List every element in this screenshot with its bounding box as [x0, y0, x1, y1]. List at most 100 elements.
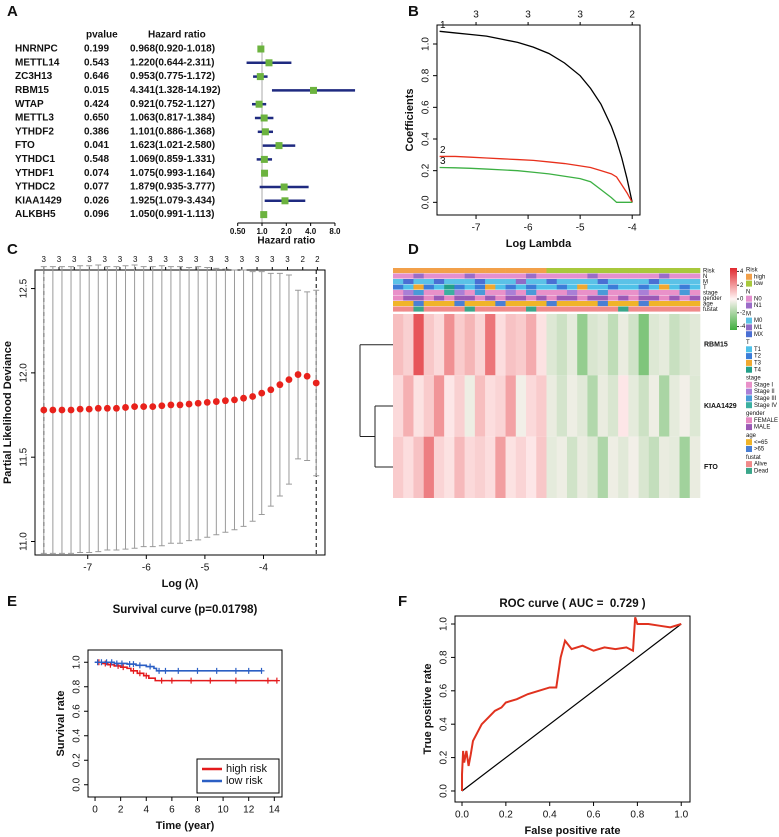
censor-mark	[258, 667, 265, 674]
annotation-cell	[526, 279, 537, 285]
pvalue-label: 0.077	[84, 182, 109, 193]
heat-cell	[495, 375, 506, 437]
x-tick-label: -5	[200, 563, 209, 574]
heat-cell	[536, 314, 547, 376]
annotation-cell	[587, 284, 598, 290]
point	[58, 406, 66, 414]
annotation-cell	[393, 290, 404, 296]
point	[258, 389, 266, 397]
censor-mark	[98, 659, 105, 666]
annotation-cell	[495, 273, 506, 279]
point	[49, 406, 57, 414]
annotation-cell	[659, 290, 670, 296]
annotation-cell	[413, 268, 424, 274]
heat-cell	[669, 436, 680, 498]
annotation-cell	[444, 306, 455, 312]
annotation-cell	[526, 284, 537, 290]
heat-cell	[566, 436, 578, 498]
colorbar-label: 2	[740, 283, 744, 289]
legend-swatch	[746, 388, 752, 395]
annotation-cell	[556, 284, 568, 290]
x-tick-label: 2	[118, 805, 124, 816]
heat-cell	[679, 375, 691, 437]
colorbar-label: 0	[740, 297, 744, 303]
heat-cell	[454, 314, 465, 376]
annotation-cell	[556, 295, 568, 301]
point	[122, 404, 129, 411]
annotation-cell	[536, 268, 547, 274]
point	[249, 393, 257, 400]
heat-cell	[433, 375, 445, 437]
annotation-cell	[587, 301, 598, 307]
pvalue-label: 0.026	[84, 195, 109, 206]
dendrogram	[359, 344, 393, 468]
annotation-cell	[423, 268, 435, 274]
annotation-cell	[638, 295, 650, 301]
legend-swatch	[746, 317, 752, 324]
annotation-cell	[566, 273, 578, 279]
annotation-cell	[679, 279, 691, 285]
heat-cell	[659, 436, 670, 498]
top-tick-label: 3	[285, 255, 290, 264]
annotation-cell	[444, 295, 455, 301]
y-tick-label: 0.0	[439, 784, 450, 798]
annotation-cell	[433, 279, 445, 285]
hr-marker	[255, 100, 263, 108]
gene-label: METTL14	[15, 57, 60, 68]
annotation-cell	[638, 273, 650, 279]
pvalue-label: 0.199	[84, 44, 109, 55]
hr-label: 1.879(0.935-3.777)	[130, 182, 215, 193]
heat-cell	[423, 436, 435, 498]
heat-cell	[454, 375, 465, 437]
annotation-cell	[638, 284, 650, 290]
annotation-cell	[546, 273, 558, 279]
legend-label: Stage II	[754, 389, 775, 395]
point	[113, 404, 120, 412]
top-tick-label: 3	[473, 10, 479, 21]
censor-mark	[102, 660, 109, 667]
heat-cell	[423, 314, 435, 376]
x-tick-label: -6	[142, 563, 151, 574]
annotation-cell	[628, 273, 639, 279]
annotation-cell	[618, 279, 629, 285]
annotation-cell	[505, 306, 517, 312]
legend-label: Alive	[754, 462, 768, 468]
point	[131, 403, 138, 410]
annotation-cell	[526, 301, 537, 307]
legend-label: M1	[754, 325, 763, 331]
annotation-cell	[597, 268, 609, 274]
series-line	[439, 166, 633, 203]
annotation-cell	[607, 301, 619, 307]
annotation-cell	[393, 279, 404, 285]
y-axis-label: Coefficients	[404, 89, 416, 152]
point	[240, 394, 247, 402]
annotation-cell	[597, 279, 609, 285]
annotation-cell	[536, 273, 547, 279]
annotation-cell	[577, 284, 588, 290]
legend-swatch	[746, 324, 752, 331]
x-tick-label: 1.0	[256, 227, 268, 236]
heat-cell	[566, 375, 578, 437]
annotation-cell	[393, 273, 404, 279]
annotation-cell	[659, 301, 670, 307]
legend-label: T2	[754, 354, 762, 360]
pvalue-label: 0.646	[84, 71, 109, 82]
annotation-cell	[454, 301, 465, 307]
annotation-cell	[689, 306, 701, 312]
annotation-cell	[566, 268, 578, 274]
x-tick-label: 0.50	[230, 227, 246, 236]
heat-cell	[648, 314, 660, 376]
x-tick-label: 10	[218, 805, 230, 816]
annotation-cell	[669, 295, 680, 301]
pvalue-label: 0.386	[84, 126, 109, 137]
x-tick-label: -5	[576, 223, 585, 234]
y-axis-label: Survival rate	[55, 690, 67, 756]
top-tick-label: 3	[240, 255, 245, 264]
heat-cell	[587, 375, 598, 437]
annotation-cell	[454, 268, 465, 274]
x-tick-label: -4	[259, 563, 268, 574]
annotation-cell	[546, 284, 558, 290]
annotation-cell	[433, 273, 445, 279]
annotation-cell	[577, 306, 588, 312]
legend-label: N1	[754, 303, 762, 309]
